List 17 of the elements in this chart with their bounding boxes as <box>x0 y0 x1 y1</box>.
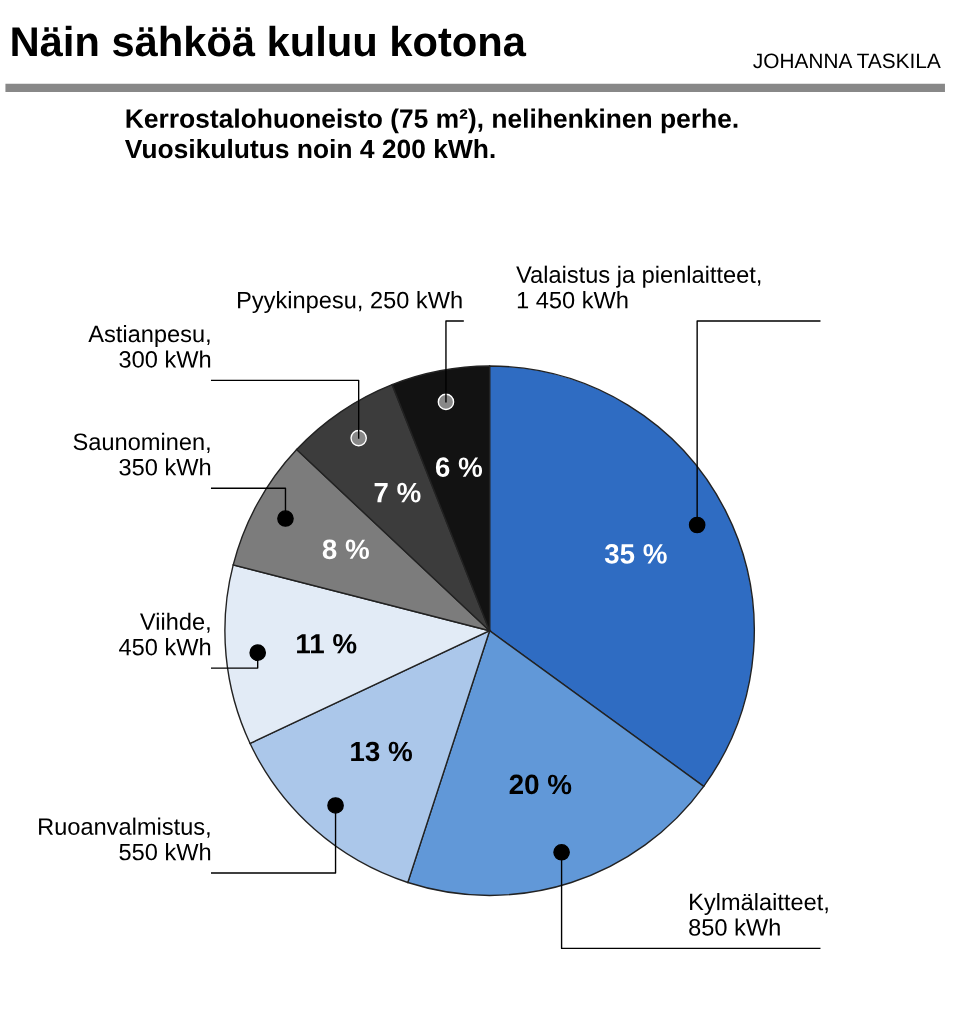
data-label: 8 % <box>322 539 369 560</box>
data-label: 20 % <box>509 774 572 795</box>
chart-title: Näin sähköä kuluu kotona <box>12 25 527 57</box>
slice-label: Pyykinpesu, 250 kWh <box>238 291 462 314</box>
slice-label: Astianpesu, 300 kWh <box>88 324 211 368</box>
slice-label: Valaistus ja pienlaitteet, 1 450 kWh <box>516 265 761 309</box>
data-label: 35 % <box>604 544 667 564</box>
slice-label: Saunominen, 350 kWh <box>73 432 211 476</box>
slice-label: Viihde, 450 kWh <box>119 612 211 656</box>
slice-label: Kylmälaitteet, 850 kWh <box>689 893 828 936</box>
chart-subtitle: Kerrostalohuoneisto (75 m²), nelihenkinen perhe. Vuosikulutus noin 4 200 kWh. <box>124 108 738 159</box>
data-label: 13 % <box>351 741 412 762</box>
data-label: 11 % <box>297 634 357 654</box>
data-label: 7 % <box>374 482 421 503</box>
data-label: 6 % <box>435 457 483 477</box>
slice-label: Ruoanvalmistus, 550 kWh <box>39 817 211 861</box>
text: JOHANNA TASKILA <box>753 53 941 69</box>
